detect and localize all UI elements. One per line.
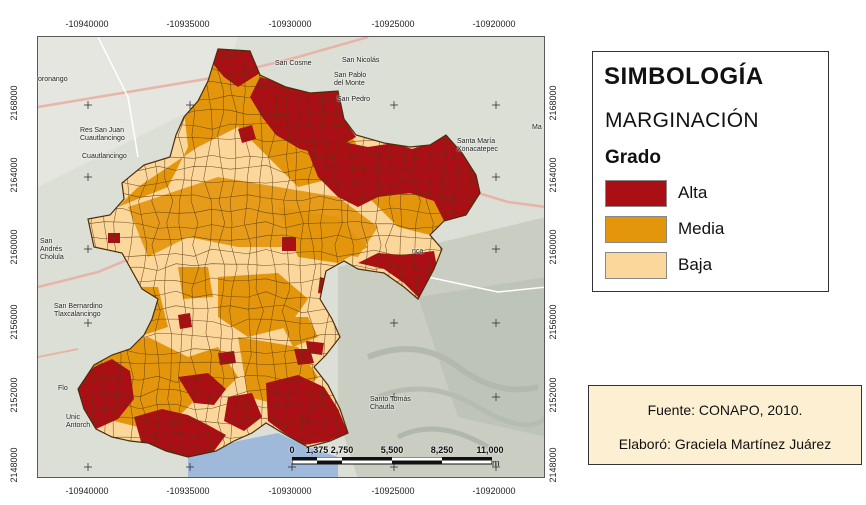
top-tick-label: -10940000: [65, 19, 109, 29]
scale-label: 1,375: [305, 445, 329, 455]
bottom-tick-label: -10935000: [166, 486, 210, 496]
top-tick-label: -10930000: [268, 19, 312, 29]
legend-label-baja: Baja: [678, 255, 713, 274]
top-tick-label: -10935000: [166, 19, 210, 29]
place-label: Flo: [58, 385, 68, 392]
parcel-boundary: [281, 49, 291, 457]
scale-bar: 0 1,375 2,750 5,500 8,250 11,000 m: [289, 445, 504, 471]
scale-label: 8,250: [430, 445, 454, 455]
scale-label: 11,000: [476, 445, 504, 455]
parcel-boundary: [229, 49, 239, 457]
scale-bar-graphic: [292, 457, 492, 465]
place-label: San Bernardino Tlaxcalancingo: [54, 303, 103, 318]
right-tick-label: 2168000: [548, 85, 558, 121]
parcel-boundary: [78, 234, 480, 243]
legend-box: SIMBOLOGÍA MARGINACIÓN Grado Alta Media …: [592, 51, 829, 292]
legend-label-alta: Alta: [678, 183, 708, 202]
scale-unit: m: [492, 458, 500, 468]
left-tick-label: 2160000: [9, 229, 19, 265]
legend-swatch-media: [605, 216, 667, 243]
legend-label-media: Media: [678, 219, 725, 238]
bottom-tick-label: -10930000: [268, 486, 312, 496]
bottom-tick-label: -10920000: [472, 486, 516, 496]
place-label: San Nicolás: [342, 57, 380, 64]
right-tick-label: 2148000: [548, 447, 558, 483]
parcel-boundary: [203, 49, 213, 457]
left-tick-label: 2164000: [9, 157, 19, 193]
bottom-tick-label: -10925000: [371, 486, 415, 496]
map-frame[interactable]: [37, 36, 545, 478]
place-label: Santo Tomás Chautla: [370, 396, 411, 411]
parcel-boundary: [78, 207, 480, 215]
place-label: Ma: [532, 124, 542, 131]
legend-swatch-alta: [605, 180, 667, 207]
left-tick-label: 2156000: [9, 304, 19, 340]
left-tick-label: 2168000: [9, 85, 19, 121]
parcel-boundary: [294, 49, 304, 457]
parcel-boundary: [255, 49, 265, 457]
right-tick-label: 2156000: [548, 304, 558, 340]
place-label: Cuautlancingo: [82, 153, 127, 160]
legend-title: SIMBOLOGÍA: [604, 63, 764, 90]
scale-label: 2,750: [330, 445, 354, 455]
parcel-boundary: [268, 49, 278, 457]
legend-group-label: Grado: [605, 147, 661, 168]
bottom-tick-label: -10940000: [65, 486, 109, 496]
top-tick-label: -10920000: [472, 19, 516, 29]
place-label: San Cosme: [275, 60, 312, 67]
parcel-boundary: [320, 49, 330, 457]
legend-subtitle: MARGINACIÓN: [605, 109, 759, 132]
scale-label: 5,500: [380, 445, 404, 455]
map-canvas[interactable]: [38, 37, 545, 478]
credits-box: Fuente: CONAPO, 2010. Elaboró: Graciela …: [588, 385, 862, 465]
right-tick-label: 2164000: [548, 157, 558, 193]
place-label: Santa María Xonacatepec: [457, 138, 498, 153]
right-tick-label: 2152000: [548, 377, 558, 413]
place-label: Res San Juan Cuautlancingo: [80, 127, 125, 142]
place-label: San Andrés Cholula: [40, 238, 64, 261]
parcel-boundary: [307, 49, 316, 457]
parcel-boundary: [78, 221, 480, 230]
legend-swatch-baja: [605, 252, 667, 279]
parcel-boundary: [217, 49, 226, 457]
source-text: Fuente: CONAPO, 2010.: [647, 402, 803, 418]
place-label: nca: [412, 248, 424, 255]
scale-label: 0: [289, 445, 295, 455]
left-tick-label: 2148000: [9, 447, 19, 483]
place-label: San Pedro: [337, 96, 371, 103]
place-label: oronango: [38, 76, 68, 83]
right-tick-label: 2160000: [548, 229, 558, 265]
author-text: Elaboró: Graciela Martínez Juárez: [618, 436, 832, 452]
top-tick-label: -10925000: [371, 19, 415, 29]
place-label: Unic Antorch: [66, 414, 91, 429]
parcel-boundary: [242, 49, 252, 457]
left-tick-label: 2152000: [9, 377, 19, 413]
place-label: San Pablo del Monte: [334, 72, 367, 87]
